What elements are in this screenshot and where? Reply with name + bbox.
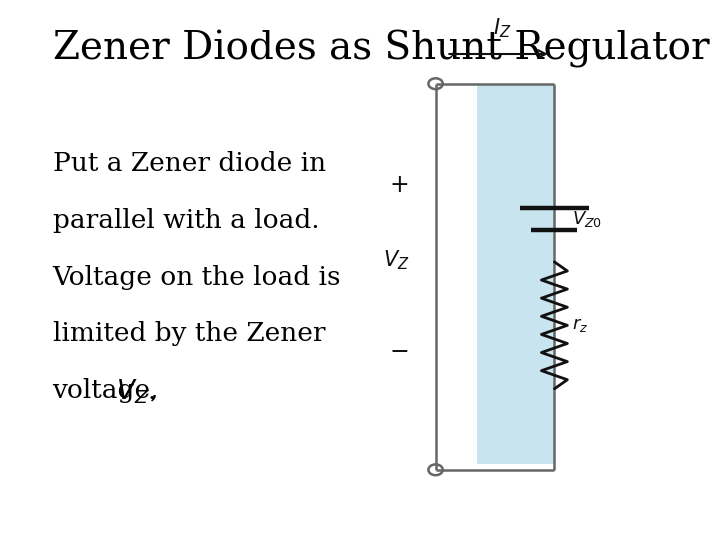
Text: −: −: [390, 340, 410, 364]
Text: parallel with a load.: parallel with a load.: [53, 208, 319, 233]
Text: $r_z$: $r_z$: [572, 316, 589, 334]
Bar: [477, 84, 554, 464]
Text: $V_Z$: $V_Z$: [383, 249, 409, 272]
Text: $V_{Z0}$: $V_{Z0}$: [572, 208, 603, 229]
Text: $I_Z$: $I_Z$: [493, 17, 511, 40]
Text: $V_Z$.: $V_Z$.: [116, 378, 156, 407]
Text: +: +: [390, 173, 410, 197]
Text: voltage,: voltage,: [53, 378, 168, 403]
Text: limited by the Zener: limited by the Zener: [53, 321, 325, 346]
Text: Voltage on the load is: Voltage on the load is: [53, 265, 341, 289]
Text: Put a Zener diode in: Put a Zener diode in: [53, 151, 325, 176]
Text: Zener Diodes as Shunt Regulator: Zener Diodes as Shunt Regulator: [53, 30, 709, 68]
